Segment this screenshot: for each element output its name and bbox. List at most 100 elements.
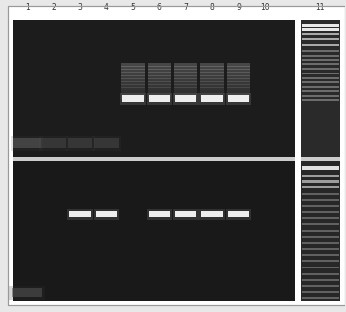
Bar: [70, 211, 91, 217]
Bar: [302, 297, 339, 299]
Bar: [302, 193, 339, 195]
Bar: [302, 261, 339, 262]
Bar: [174, 63, 198, 67]
Bar: [148, 84, 171, 88]
Bar: [68, 139, 92, 148]
Bar: [148, 78, 171, 82]
Bar: [302, 205, 339, 207]
Bar: [121, 63, 145, 67]
Bar: [121, 81, 145, 85]
Bar: [122, 95, 144, 102]
Bar: [227, 87, 250, 90]
Bar: [227, 72, 250, 76]
Bar: [121, 66, 145, 70]
Bar: [302, 50, 339, 52]
Text: 6: 6: [157, 2, 162, 12]
Bar: [148, 81, 171, 85]
Bar: [227, 93, 250, 96]
Bar: [302, 24, 339, 27]
Bar: [302, 68, 339, 70]
Bar: [121, 69, 145, 73]
Bar: [227, 63, 250, 67]
Bar: [302, 230, 339, 232]
Bar: [149, 211, 170, 217]
Bar: [227, 66, 250, 70]
Bar: [94, 139, 119, 148]
Bar: [302, 72, 339, 74]
Bar: [12, 288, 42, 297]
Bar: [302, 242, 339, 244]
Bar: [148, 96, 171, 99]
Bar: [302, 217, 339, 219]
Bar: [302, 63, 339, 65]
Bar: [66, 136, 94, 151]
Bar: [302, 254, 339, 256]
Bar: [148, 72, 171, 76]
Bar: [175, 95, 197, 102]
Bar: [174, 84, 198, 88]
Bar: [302, 166, 339, 170]
Bar: [42, 139, 66, 148]
Bar: [148, 63, 171, 67]
Bar: [302, 273, 339, 275]
Bar: [301, 20, 340, 157]
Text: 10: 10: [260, 2, 270, 12]
Bar: [174, 90, 198, 93]
Bar: [200, 96, 224, 99]
Bar: [302, 236, 339, 238]
Bar: [227, 90, 250, 93]
Bar: [227, 75, 250, 79]
Bar: [148, 69, 171, 73]
Bar: [302, 81, 339, 83]
Bar: [302, 199, 339, 201]
Bar: [227, 78, 250, 82]
Bar: [200, 81, 224, 85]
Bar: [121, 78, 145, 82]
Bar: [199, 209, 225, 220]
Bar: [174, 75, 198, 79]
Bar: [227, 69, 250, 73]
Bar: [175, 211, 197, 217]
Text: 3: 3: [78, 2, 83, 12]
Bar: [302, 186, 339, 188]
Bar: [174, 72, 198, 76]
Bar: [149, 95, 170, 102]
Bar: [92, 136, 121, 151]
Bar: [302, 99, 339, 101]
Bar: [302, 175, 339, 177]
Bar: [302, 44, 339, 46]
Bar: [200, 87, 224, 90]
Bar: [146, 93, 172, 105]
Bar: [173, 93, 199, 105]
Bar: [200, 75, 224, 79]
Bar: [302, 95, 339, 96]
Bar: [302, 291, 339, 293]
Bar: [148, 93, 171, 96]
Bar: [39, 136, 68, 151]
Bar: [174, 96, 198, 99]
Bar: [121, 84, 145, 88]
Bar: [148, 75, 171, 79]
Bar: [302, 279, 339, 281]
Bar: [200, 66, 224, 70]
Text: 11: 11: [316, 2, 325, 12]
Bar: [302, 223, 339, 225]
Bar: [174, 87, 198, 90]
Bar: [200, 78, 224, 82]
Bar: [301, 161, 340, 300]
Text: 4: 4: [104, 2, 109, 12]
Bar: [121, 96, 145, 99]
Bar: [302, 33, 339, 35]
Text: 2: 2: [51, 2, 56, 12]
Bar: [228, 211, 249, 217]
Bar: [148, 66, 171, 70]
Bar: [302, 90, 339, 92]
Bar: [228, 95, 249, 102]
Text: 7: 7: [183, 2, 188, 12]
Bar: [302, 28, 339, 31]
Bar: [173, 209, 199, 220]
Text: 1: 1: [25, 2, 30, 12]
Bar: [148, 90, 171, 93]
Bar: [227, 96, 250, 99]
Bar: [301, 157, 340, 161]
